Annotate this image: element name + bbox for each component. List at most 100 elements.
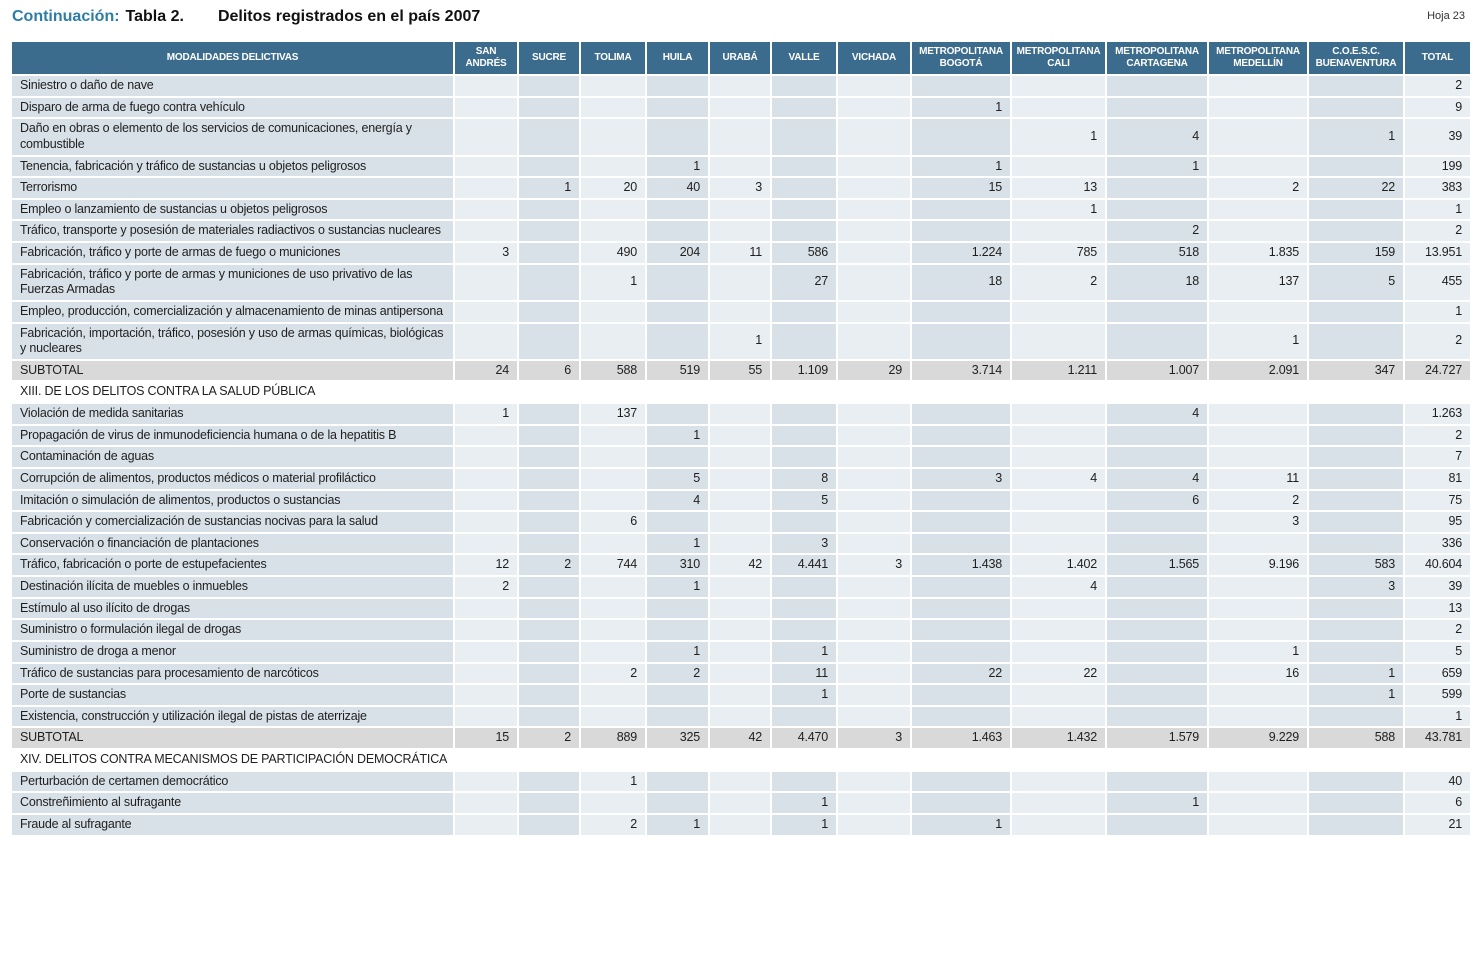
- cell: 15: [453, 726, 519, 750]
- cell: [453, 488, 519, 513]
- cell: [1105, 704, 1209, 729]
- cell: [1207, 154, 1309, 179]
- cell: [645, 74, 710, 98]
- cell: [1207, 683, 1309, 707]
- cell: [1105, 74, 1209, 98]
- table-row: Tenencia, fabricación y tráfico de susta…: [10, 154, 1472, 179]
- cell: [1307, 466, 1405, 491]
- cell: [708, 423, 772, 448]
- cell: 13.951: [1403, 241, 1472, 265]
- cell: 6: [517, 358, 581, 383]
- cell: [770, 402, 838, 426]
- cell: [579, 683, 647, 707]
- cell: 1.007: [1105, 358, 1209, 383]
- cell: 1: [645, 154, 710, 179]
- cell: [1207, 299, 1309, 324]
- cell: 3: [770, 531, 838, 556]
- cell: 1: [1207, 321, 1309, 361]
- cell: [836, 95, 912, 120]
- cell: 12: [453, 553, 519, 577]
- cell: [1105, 321, 1209, 361]
- cell: [645, 321, 710, 361]
- cell: [708, 219, 772, 243]
- cell: [645, 299, 710, 324]
- cell: [770, 299, 838, 324]
- cell: [910, 639, 1012, 664]
- cell: 1: [1207, 639, 1309, 664]
- cell: [836, 262, 912, 302]
- cell: [579, 299, 647, 324]
- row-label: SUBTOTAL: [10, 358, 455, 383]
- cell: 1.402: [1010, 553, 1107, 577]
- cell: [836, 402, 912, 426]
- cell: 24.727: [1403, 358, 1472, 383]
- cell: 5: [770, 488, 838, 513]
- cell: [453, 176, 519, 200]
- section-label: XIII. DE LOS DELITOS CONTRA LA SALUD PÚB…: [10, 380, 1472, 404]
- cell: [579, 618, 647, 642]
- cell: [453, 769, 519, 794]
- cell: [1010, 423, 1107, 448]
- cell: 1: [517, 176, 581, 200]
- cell: [1207, 95, 1309, 120]
- cell: [453, 791, 519, 815]
- row-label: Constreñimiento al sufragante: [10, 791, 455, 815]
- cell: 3: [836, 726, 912, 750]
- cell: [770, 618, 838, 642]
- cell: 42: [708, 726, 772, 750]
- cell: [1207, 197, 1309, 222]
- cell: [453, 445, 519, 469]
- cell: [1105, 812, 1209, 837]
- cell: [1010, 510, 1107, 534]
- table-row: Empleo o lanzamiento de sustancias u obj…: [10, 197, 1472, 222]
- cell: 2: [453, 575, 519, 599]
- cell: [910, 575, 1012, 599]
- cell: 4: [1105, 117, 1209, 157]
- cell: [1307, 299, 1405, 324]
- cell: [1307, 791, 1405, 815]
- cell: 2: [1403, 219, 1472, 243]
- cell: [708, 154, 772, 179]
- cell: [1105, 176, 1209, 200]
- cell: [770, 117, 838, 157]
- cell: 586: [770, 241, 838, 265]
- cell: 5: [1403, 639, 1472, 664]
- cell: 95: [1403, 510, 1472, 534]
- cell: [708, 95, 772, 120]
- cell: [708, 769, 772, 794]
- row-label: Fabricación, tráfico y porte de armas de…: [10, 241, 455, 265]
- cell: [517, 704, 581, 729]
- row-label: Imitación o simulación de alimentos, pro…: [10, 488, 455, 513]
- cell: [517, 661, 581, 686]
- cell: [1010, 769, 1107, 794]
- cell: [836, 74, 912, 98]
- cell: [1010, 95, 1107, 120]
- cell: [453, 510, 519, 534]
- table-row: Violación de medida sanitarias 1 137 4 1.263: [10, 402, 1472, 426]
- cell: [836, 661, 912, 686]
- cell: [1207, 423, 1309, 448]
- cell: 40.604: [1403, 553, 1472, 577]
- cell: [1105, 423, 1209, 448]
- cell: [1307, 445, 1405, 469]
- table-row: Tráfico, transporte y posesión de materi…: [10, 219, 1472, 243]
- cell: [517, 488, 581, 513]
- cell: [708, 639, 772, 664]
- cell: 3: [708, 176, 772, 200]
- cell: [453, 661, 519, 686]
- cell: [1307, 154, 1405, 179]
- cell: [836, 596, 912, 621]
- cell: [770, 510, 838, 534]
- table-row: Porte de sustancias 1 1 599: [10, 683, 1472, 707]
- table-row: Terrorismo 1 20 40 3 15 13 2 22 383: [10, 176, 1472, 200]
- cell: [1307, 74, 1405, 98]
- cell: [1307, 95, 1405, 120]
- cell: 383: [1403, 176, 1472, 200]
- cell: [1207, 791, 1309, 815]
- cell: [645, 618, 710, 642]
- row-label: Disparo de arma de fuego contra vehículo: [10, 95, 455, 120]
- cell: [1307, 596, 1405, 621]
- cell: 2: [1207, 488, 1309, 513]
- cell: 1: [1010, 117, 1107, 157]
- row-label: Propagación de virus de inmunodeficienci…: [10, 423, 455, 448]
